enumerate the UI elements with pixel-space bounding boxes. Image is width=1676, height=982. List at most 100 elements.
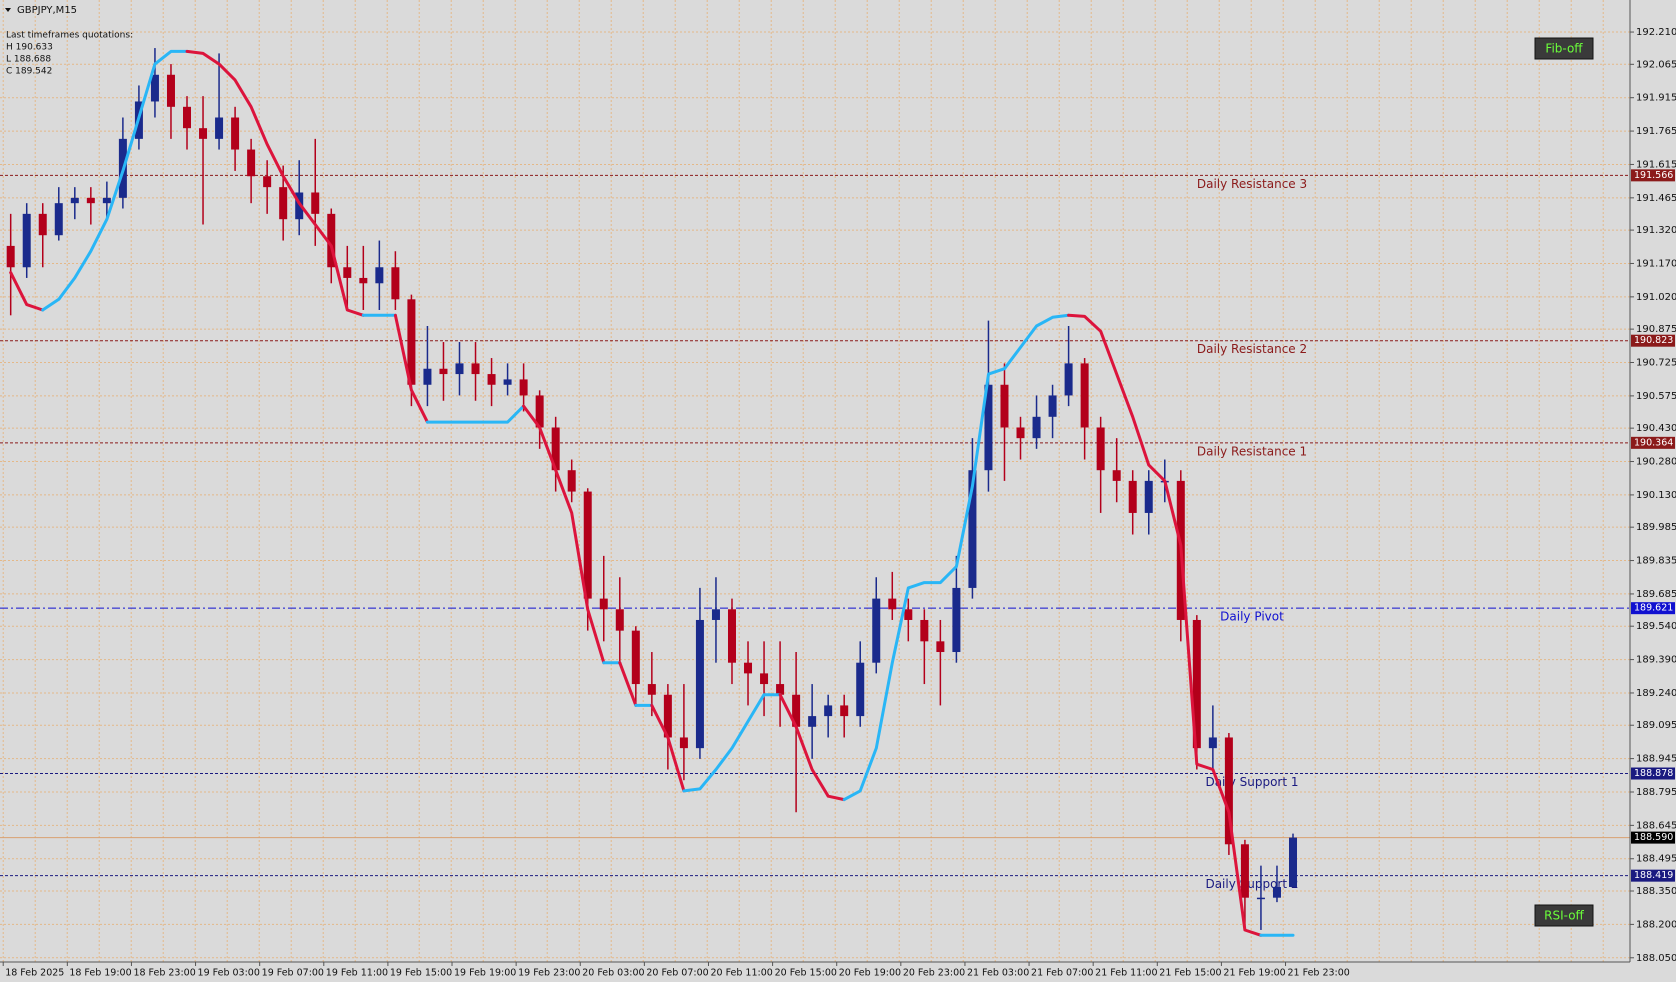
candle-body bbox=[1032, 416, 1041, 439]
y-tick-label: 191.320 bbox=[1636, 225, 1676, 236]
candle-body bbox=[279, 187, 288, 220]
y-tick-label: 191.765 bbox=[1636, 126, 1676, 137]
y-tick-label: 191.020 bbox=[1636, 292, 1676, 303]
y-tick-label: 189.835 bbox=[1636, 556, 1676, 567]
candle-body bbox=[744, 662, 753, 674]
candle-body bbox=[150, 74, 159, 102]
candle-body bbox=[1192, 619, 1201, 749]
candle-body bbox=[1000, 384, 1009, 428]
y-tick-label: 188.495 bbox=[1636, 854, 1676, 865]
trend-line bbox=[9, 271, 45, 312]
x-tick-label: 21 Feb 11:00 bbox=[1095, 968, 1157, 979]
info-line: C 189.542 bbox=[6, 67, 52, 77]
candle-body bbox=[102, 197, 111, 204]
candle-body bbox=[968, 470, 977, 588]
price-tag-label: 188.419 bbox=[1634, 870, 1673, 881]
button-bg[interactable] bbox=[1534, 904, 1594, 927]
price-tag-label: 188.590 bbox=[1634, 832, 1673, 843]
candle-body bbox=[760, 673, 769, 685]
candle-body bbox=[22, 213, 31, 268]
trend-line bbox=[1067, 313, 1263, 937]
x-tick-label: 20 Feb 07:00 bbox=[646, 968, 708, 979]
candle-body bbox=[423, 368, 432, 385]
candle-body bbox=[1208, 737, 1217, 749]
candle-body bbox=[1272, 887, 1281, 898]
candle-body bbox=[776, 684, 785, 695]
x-tick-label: 18 Feb 23:00 bbox=[133, 968, 195, 979]
price-tag-label: 188.878 bbox=[1634, 768, 1673, 779]
price-tag-label: 191.566 bbox=[1634, 170, 1673, 181]
candle-body bbox=[679, 737, 688, 749]
candle-body bbox=[439, 368, 448, 375]
candle-body bbox=[920, 619, 929, 642]
x-tick-label: 18 Feb 2025 bbox=[5, 968, 64, 979]
candle-body bbox=[6, 245, 15, 268]
rsi-button[interactable]: RSI-off bbox=[1534, 904, 1594, 927]
candle-body bbox=[247, 149, 256, 177]
level-label: Daily Resistance 3 bbox=[1197, 177, 1307, 191]
candle-body bbox=[888, 598, 897, 610]
x-tick-label: 21 Feb 07:00 bbox=[1031, 968, 1093, 979]
y-tick-label: 190.280 bbox=[1636, 457, 1676, 468]
candle-body bbox=[727, 609, 736, 663]
candle-body bbox=[1128, 480, 1137, 513]
y-tick-label: 190.575 bbox=[1636, 391, 1676, 402]
y-tick-label: 190.430 bbox=[1636, 423, 1676, 434]
y-tick-label: 191.915 bbox=[1636, 93, 1676, 104]
x-tick-label: 20 Feb 03:00 bbox=[582, 968, 644, 979]
price-tag-label: 189.621 bbox=[1634, 603, 1673, 614]
candle-body bbox=[503, 379, 512, 385]
info-line: L 188.688 bbox=[6, 55, 51, 65]
candle-body bbox=[295, 192, 304, 220]
trend-line bbox=[522, 404, 606, 665]
button-bg[interactable] bbox=[1534, 37, 1594, 60]
candle-body bbox=[551, 427, 560, 471]
button-label[interactable]: Fib-off bbox=[1545, 42, 1583, 56]
x-tick-label: 19 Feb 23:00 bbox=[518, 968, 580, 979]
candle-body bbox=[792, 694, 801, 727]
y-tick-label: 190.130 bbox=[1636, 490, 1676, 501]
candle-body bbox=[1256, 897, 1265, 900]
candle-body bbox=[615, 609, 624, 631]
candle-body bbox=[856, 662, 865, 717]
marks bbox=[6, 48, 1298, 930]
fib-button[interactable]: Fib-off bbox=[1534, 37, 1594, 60]
level-label: Daily Support 2 bbox=[1205, 877, 1298, 891]
y-tick-label: 189.685 bbox=[1636, 589, 1676, 600]
y-tick-label: 189.985 bbox=[1636, 522, 1676, 533]
candle-body bbox=[1064, 363, 1073, 396]
trend-line bbox=[778, 693, 846, 802]
candle-body bbox=[70, 197, 79, 204]
x-tick-label: 19 Feb 11:00 bbox=[326, 968, 388, 979]
y-tick-label: 189.390 bbox=[1636, 655, 1676, 666]
candle-body bbox=[343, 267, 352, 278]
candle-body bbox=[391, 267, 400, 300]
candle-body bbox=[711, 609, 720, 620]
candle-body bbox=[1289, 837, 1298, 888]
candle-body bbox=[936, 641, 945, 653]
price-tag bbox=[1631, 767, 1675, 780]
trend-line bbox=[618, 661, 638, 707]
candle-body bbox=[599, 598, 608, 610]
candle-body bbox=[519, 379, 528, 396]
candle-body bbox=[1096, 427, 1105, 471]
candle-body bbox=[263, 176, 272, 188]
x-tick-label: 19 Feb 07:00 bbox=[262, 968, 324, 979]
button-label[interactable]: RSI-off bbox=[1544, 909, 1584, 923]
candle-body bbox=[1224, 737, 1233, 845]
candle-body bbox=[1016, 427, 1025, 439]
candle-body bbox=[904, 609, 913, 620]
y-tick-label: 188.200 bbox=[1636, 919, 1676, 930]
y-tick-label: 188.050 bbox=[1636, 953, 1676, 964]
price-tag bbox=[1631, 436, 1675, 449]
trend-line bbox=[842, 313, 1071, 802]
y-tick-label: 188.795 bbox=[1636, 787, 1676, 798]
candle-body bbox=[695, 619, 704, 749]
candle-body bbox=[631, 630, 640, 685]
level-label: Daily Resistance 1 bbox=[1197, 444, 1307, 458]
candle-body bbox=[984, 384, 993, 471]
candle-body bbox=[1080, 363, 1089, 428]
x-tick-label: 21 Feb 23:00 bbox=[1288, 968, 1350, 979]
price-tag-label: 190.823 bbox=[1634, 335, 1673, 346]
